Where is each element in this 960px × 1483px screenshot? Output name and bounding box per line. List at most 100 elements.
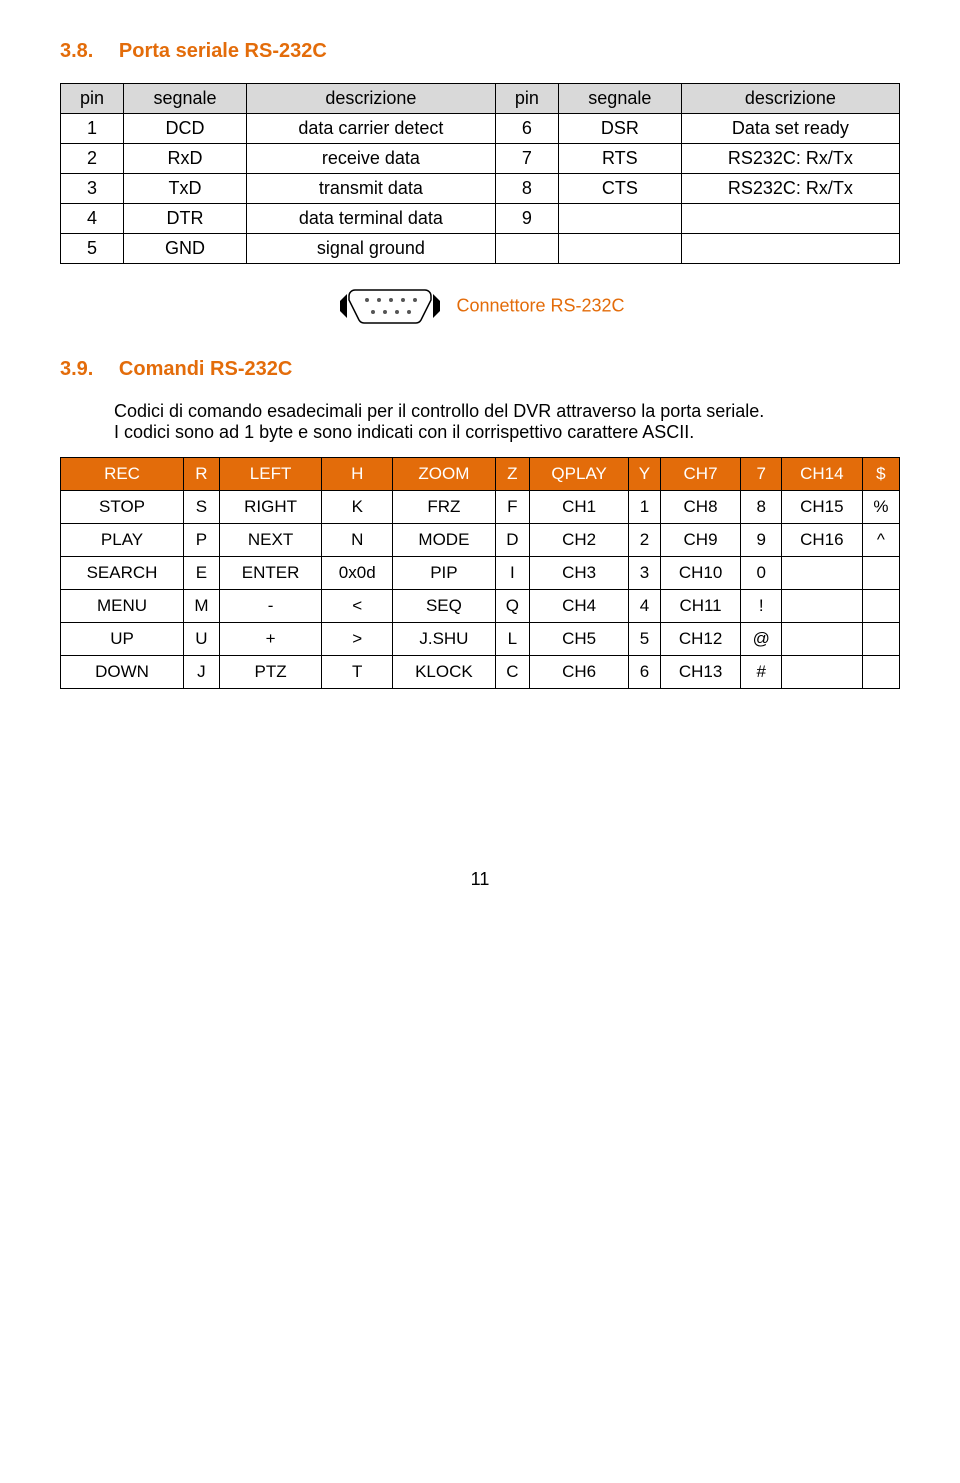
table-row: DOWNJPTZTKLOCKCCH66CH13# (61, 656, 900, 689)
td: H (322, 458, 393, 491)
td: ! (741, 590, 781, 623)
td: F (495, 491, 529, 524)
td (558, 204, 681, 234)
td: signal ground (246, 234, 495, 264)
td: CH11 (660, 590, 741, 623)
td: CH6 (530, 656, 629, 689)
td: 6 (629, 656, 660, 689)
td: 4 (629, 590, 660, 623)
td: CH15 (781, 491, 862, 524)
td: CH5 (530, 623, 629, 656)
td: ENTER (219, 557, 322, 590)
td: SEARCH (61, 557, 184, 590)
td: 0x0d (322, 557, 393, 590)
td: K (322, 491, 393, 524)
td: DSR (558, 114, 681, 144)
td: R (184, 458, 220, 491)
td (681, 204, 899, 234)
td (495, 234, 558, 264)
td: DOWN (61, 656, 184, 689)
td (862, 590, 899, 623)
td: J (184, 656, 220, 689)
td: 1 (629, 491, 660, 524)
pin-table: pin segnale descrizione pin segnale desc… (60, 83, 900, 264)
td (781, 590, 862, 623)
td: CH12 (660, 623, 741, 656)
td: DTR (124, 204, 247, 234)
td: RxD (124, 144, 247, 174)
td: CH2 (530, 524, 629, 557)
td: U (184, 623, 220, 656)
td: 7 (741, 458, 781, 491)
td: transmit data (246, 174, 495, 204)
td: Q (495, 590, 529, 623)
paragraph: Codici di comando esadecimali per il con… (114, 401, 900, 422)
td: 7 (495, 144, 558, 174)
td: 6 (495, 114, 558, 144)
td: D (495, 524, 529, 557)
td: QPLAY (530, 458, 629, 491)
db9-connector-icon (335, 284, 445, 328)
td: # (741, 656, 781, 689)
td: 5 (629, 623, 660, 656)
td: MODE (393, 524, 496, 557)
td: NEXT (219, 524, 322, 557)
td (862, 656, 899, 689)
td: Y (629, 458, 660, 491)
td: < (322, 590, 393, 623)
th: pin (495, 84, 558, 114)
td: 3 (61, 174, 124, 204)
td: RS232C: Rx/Tx (681, 174, 899, 204)
table-row: PLAYPNEXTNMODEDCH22CH99CH16^ (61, 524, 900, 557)
td: PIP (393, 557, 496, 590)
td: STOP (61, 491, 184, 524)
table-row: 1 DCD data carrier detect 6 DSR Data set… (61, 114, 900, 144)
td: 9 (495, 204, 558, 234)
td: T (322, 656, 393, 689)
td: CH4 (530, 590, 629, 623)
td (862, 557, 899, 590)
td: receive data (246, 144, 495, 174)
table-row: 2 RxD receive data 7 RTS RS232C: Rx/Tx (61, 144, 900, 174)
td: REC (61, 458, 184, 491)
table-row: 3 TxD transmit data 8 CTS RS232C: Rx/Tx (61, 174, 900, 204)
section-heading-38: 3.8. Porta seriale RS-232C (60, 40, 900, 63)
pin-table-header-row: pin segnale descrizione pin segnale desc… (61, 84, 900, 114)
td: CH9 (660, 524, 741, 557)
table-row: STOPSRIGHTKFRZFCH11CH88CH15% (61, 491, 900, 524)
td: > (322, 623, 393, 656)
td: ZOOM (393, 458, 496, 491)
td: 2 (61, 144, 124, 174)
td: Z (495, 458, 529, 491)
td: data terminal data (246, 204, 495, 234)
page-number: 11 (60, 869, 900, 890)
td (781, 623, 862, 656)
th: segnale (558, 84, 681, 114)
td: N (322, 524, 393, 557)
th: descrizione (681, 84, 899, 114)
td: 9 (741, 524, 781, 557)
th: descrizione (246, 84, 495, 114)
td: CH16 (781, 524, 862, 557)
section-title: Comandi RS-232C (119, 358, 292, 380)
td: M (184, 590, 220, 623)
section-title: Porta seriale RS-232C (119, 40, 327, 62)
td: 2 (629, 524, 660, 557)
td: Data set ready (681, 114, 899, 144)
td: 1 (61, 114, 124, 144)
td: FRZ (393, 491, 496, 524)
td (781, 656, 862, 689)
td: KLOCK (393, 656, 496, 689)
td: RS232C: Rx/Tx (681, 144, 899, 174)
th: segnale (124, 84, 247, 114)
td: 5 (61, 234, 124, 264)
td: + (219, 623, 322, 656)
td (862, 623, 899, 656)
td: CTS (558, 174, 681, 204)
section-num: 3.9. (60, 358, 93, 381)
table-row: 5 GND signal ground (61, 234, 900, 264)
td: PTZ (219, 656, 322, 689)
td: % (862, 491, 899, 524)
td: CH8 (660, 491, 741, 524)
td: TxD (124, 174, 247, 204)
